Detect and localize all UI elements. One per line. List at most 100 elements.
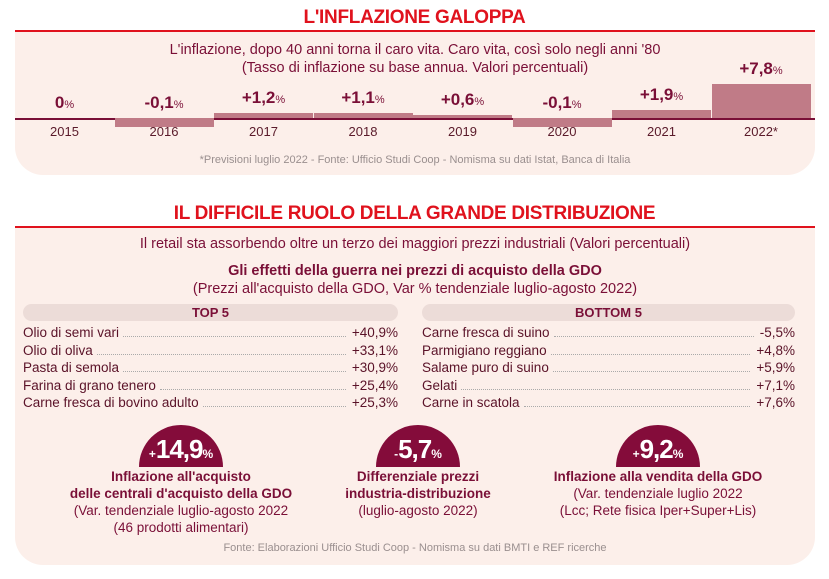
bottom-list-item: Parmigiano reggiano +4,8% [422,342,795,359]
value-text: -0,1 [542,93,572,112]
dot-leader [553,336,754,337]
kpi-sign: + [148,447,156,461]
chart-subtitle: L'inflazione, dopo 40 anni torna il caro… [169,42,661,58]
dot-leader [523,406,751,407]
gdo-note: Fonte: Elaborazioni Ufficio Studi Coop -… [223,542,607,554]
dot-leader [202,406,346,407]
dot-leader [552,371,751,372]
kpi-value: 14,9 [155,434,204,464]
kpi-sign: + [632,447,640,461]
year-label: 2021 [647,124,676,139]
section2-title: IL DIFFICILE RUOLO DELLA GRANDE DISTRIBU… [173,203,656,224]
value-text: +0,6 [440,90,475,110]
unit-text: % [64,99,75,111]
bottom-list-item: Carne fresca di suino -5,5% [422,324,795,341]
bar-2016 [114,118,214,127]
value-text: +1,9 [639,84,674,104]
kpi-desc: (Lcc; Rete fisica Iper+Super+Lis) [559,503,757,518]
dot-leader [96,353,346,355]
unit-text: % [673,90,684,103]
bar-2020 [512,118,612,127]
kpi-title: industria-distribuzione [345,486,491,501]
kpi-title: delle centrali d'acquisto della GDO [69,486,293,501]
kpi-desc: (46 prodotti alimentari) [113,520,249,535]
year-label: 2018 [348,124,378,139]
dot-leader [461,388,751,390]
dot-leader [123,336,346,337]
product-name: Pasta di semola [23,360,120,375]
kpi-value: 5,7 [398,434,432,464]
retail-subtitle-rest: (Valori percentuali) [565,236,691,252]
value-label: +1,2% [214,88,313,108]
product-value: +25,3% [351,395,398,410]
product-name: Carne fresca di bovino adulto [23,395,199,410]
bottom-list-item: Gelati +7,1% [422,377,795,394]
bottom-list-item: Carne in scatola +7,6% [422,394,795,411]
product-value: +40,9% [351,325,398,340]
year-label: 2022* [744,124,778,139]
value-label: +1,1% [314,88,413,108]
inflation-panel: L'inflazione, dopo 40 anni torna il caro… [15,30,815,175]
dot-leader [550,353,751,355]
product-name: Farina di grano tenero [23,377,156,393]
kpi-value: 9,2 [639,434,674,464]
year-label: 2015 [50,124,79,139]
kpi-caption: Inflazione all'acquisto delle centrali d'… [41,468,321,536]
product-name: Olio di oliva [23,342,93,358]
year-label: 2019 [448,124,477,139]
kpi-caption: Inflazione alla vendita della GDO (Var. t… [518,468,798,519]
kpi-sign: - [394,447,399,461]
product-name: Parmigiano reggiano [422,342,547,358]
product-name: Carne in scatola [422,395,520,410]
product-value: +4,8% [756,342,795,358]
top-list-item: Olio di oliva +33,1% [23,342,398,359]
kpi-title: Inflazione all'acquisto [111,469,251,484]
kpi-badge: +14,9% [139,425,223,467]
bar-2017 [214,112,313,118]
product-value: +7,6% [756,395,795,410]
top-list-item: Olio di semi vari +40,9% [23,324,398,341]
year-label: 2020 [547,124,577,139]
value-text: -0,1 [144,93,174,112]
year-label: 2016 [149,124,179,139]
chart-axis [15,118,815,120]
section1-title: L'INFLAZIONE GALOPPA [303,7,526,28]
kpi-badge: -5,7% [376,425,460,467]
value-label: +1,9% [612,85,711,105]
effects-heading: Gli effetti della guerra nei prezzi di a… [228,263,602,279]
dot-leader [123,371,346,372]
product-value: +33,1% [351,342,398,358]
effects-heading2: (Prezzi all'acquisto della GDO, Var % te… [192,281,638,297]
product-value: +30,9% [351,360,398,375]
kpi-pct: % [431,447,442,461]
bottom5-label: BOTTOM 5 [422,304,795,321]
kpi-desc: (Var. tendenziale luglio-agosto 2022 [73,503,289,518]
kpi-title: Differenziale prezzi [356,469,480,484]
top-list-item: Farina di grano tenero +25,4% [23,377,398,394]
unit-text: % [374,94,385,107]
product-name: Carne fresca di suino [422,325,550,340]
top5-label: TOP 5 [23,304,398,321]
unit-text: % [275,93,286,106]
bar-2022* [711,84,811,118]
product-value: +7,1% [756,377,795,393]
chart-subtitle2: (Tasso di inflazione su base annua. Valo… [241,60,589,76]
product-value: -5,5% [759,325,795,340]
bottom-list-item: Salame puro di suino +5,9% [422,359,795,376]
product-value: +5,9% [756,360,795,375]
chart-note: *Previsioni luglio 2022 - Fonte: Ufficio… [199,154,631,166]
bar-2021 [612,109,711,118]
kpi-pct: % [202,447,214,461]
unit-text: % [772,65,783,78]
value-text: +1,1 [341,88,375,108]
value-label: 0% [15,93,114,113]
product-value: +25,4% [351,377,398,393]
bar-2018 [313,113,413,118]
kpi-desc: (Var. tendenziale luglio 2022 [573,486,743,501]
gdo-panel: Il retail sta assorbendo oltre un terzo … [15,226,815,565]
kpi-desc: (luglio-agosto 2022) [358,503,478,518]
kpi-caption: Differenziale prezzi industria-distribuzi… [278,468,558,519]
kpi-badge: +9,2% [616,425,700,467]
value-label: +7,8% [712,59,811,79]
product-name: Gelati [422,377,458,393]
